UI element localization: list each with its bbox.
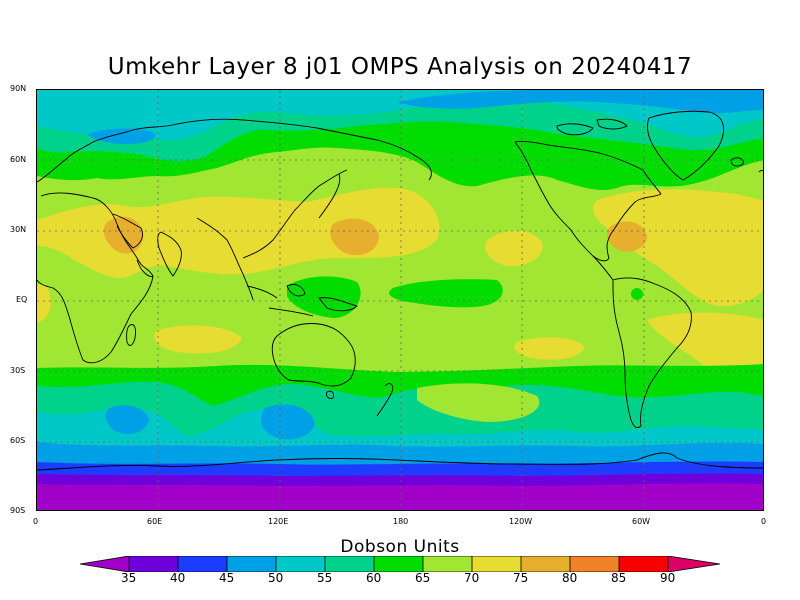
colorbar-max-triangle [668, 556, 720, 572]
field-35-south [37, 483, 763, 510]
colorbar-bin-55-60 [325, 556, 374, 572]
map-title: Umkehr Layer 8 j01 OMPS Analysis on 2024… [107, 54, 693, 80]
colorbar-bin-85-90 [619, 556, 668, 572]
colorbar-bin-35-40 [129, 556, 178, 572]
field-75-atlantic [592, 189, 763, 307]
field-80-arabia [103, 216, 143, 254]
colorbar-label-80: 80 [562, 571, 578, 585]
field-65-central-pacific [389, 279, 503, 308]
lat-label-30n: 30N [10, 225, 27, 234]
lat-label-eq: EQ [16, 295, 28, 304]
colorbar-label-85: 85 [611, 571, 627, 585]
colorbar-title: Dobson Units [340, 537, 460, 557]
colorbar-label-45: 45 [219, 571, 235, 585]
lon-label-60w: 60W [632, 517, 651, 526]
field-75-south-pacific [514, 337, 585, 360]
field-75-atlantic-west [37, 284, 51, 322]
graticule [37, 90, 763, 510]
lat-label-60s: 60S [10, 436, 26, 445]
colorbar-bin-45-50 [227, 556, 276, 572]
lon-label-0-right: 0 [761, 517, 767, 526]
field-65-amazon [631, 288, 643, 300]
colorbar-bin-70-75 [472, 556, 521, 572]
colorbar-bin-80-85 [570, 556, 619, 572]
lon-label-60e: 60E [147, 517, 163, 526]
lon-label-120e: 120E [268, 517, 289, 526]
colorbar-label-50: 50 [268, 571, 284, 585]
colorbar-bin-40-45 [178, 556, 227, 572]
lat-label-90s: 90S [10, 506, 26, 515]
coastlines [37, 110, 763, 471]
colorbar-label-60: 60 [366, 571, 382, 585]
colorbar-label-75: 75 [513, 571, 529, 585]
colorbar-label-35: 35 [121, 571, 137, 585]
colorbar-bin-50-55 [276, 556, 325, 572]
colorbar-label-40: 40 [170, 571, 186, 585]
colorbar [80, 556, 721, 572]
lat-label-90n: 90N [10, 84, 27, 93]
field-75-pacific [485, 230, 543, 267]
colorbar-bin-75-80 [521, 556, 570, 572]
colorbar-min-triangle [80, 556, 129, 572]
colorbar-bin-60-65 [374, 556, 423, 572]
colorbar-label-55: 55 [317, 571, 333, 585]
ozone-map-svg [37, 90, 763, 510]
field-50-tasman [260, 404, 315, 440]
lon-label-120w: 120W [509, 517, 533, 526]
ozone-map [36, 89, 764, 511]
field-80-pacific [330, 218, 379, 256]
field-50-north [397, 90, 763, 114]
colorbar-label-65: 65 [415, 571, 431, 585]
lat-label-60n: 60N [10, 155, 27, 164]
field-50-indian [105, 405, 149, 435]
colorbar-label-70: 70 [464, 571, 480, 585]
field-75-north-east [37, 187, 440, 279]
colorbar-label-90: 90 [660, 571, 676, 585]
lat-label-30s: 30S [10, 366, 26, 375]
field-50-eurasia [87, 128, 156, 144]
field-80-atlantic [606, 221, 647, 252]
colorbar-bin-65-70 [423, 556, 472, 572]
field-75-indian [154, 325, 242, 354]
field-70-south-pacific [417, 383, 540, 422]
lon-label-0-left: 0 [33, 517, 39, 526]
field-55-north [37, 90, 763, 141]
lon-label-180: 180 [393, 517, 409, 526]
